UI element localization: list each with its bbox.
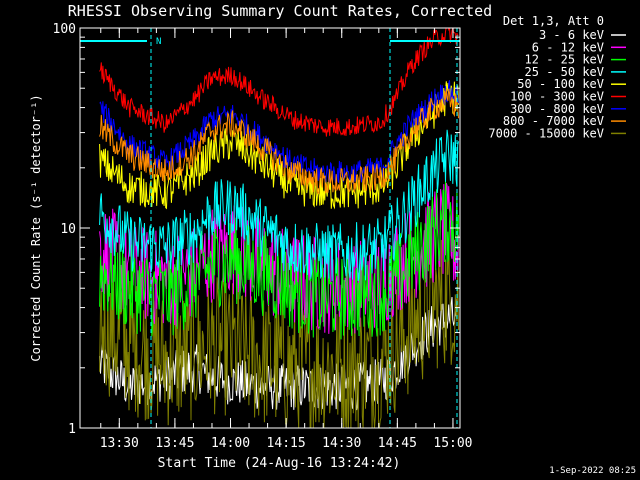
series-line-7000-15000-kev <box>99 238 459 428</box>
y-tick-label: 100 <box>53 22 76 37</box>
axes: 1 10 100 13:30 13:45 14:00 14:15 14:30 14:45 15:0… <box>53 22 473 451</box>
series-line-12-25-kev <box>99 178 459 340</box>
x-tick-label: 14:15 <box>267 436 306 451</box>
attenuator-label: N <box>156 37 161 47</box>
x-tick-label: 13:30 <box>100 436 139 451</box>
legend-label: 3 - 6 keV <box>539 28 604 42</box>
legend-label: 6 - 12 keV <box>532 40 604 54</box>
series-line-100-300-kev <box>99 28 459 137</box>
legend-label: 7000 - 15000 keV <box>488 126 604 140</box>
legend-label: 50 - 100 keV <box>517 77 604 91</box>
series-line-800-7000-kev <box>99 88 459 195</box>
x-tick-label: 14:00 <box>211 436 250 451</box>
y-tick-label: 1 <box>68 422 76 437</box>
x-tick-label: 14:45 <box>378 436 417 451</box>
legend-label: 25 - 50 keV <box>525 65 604 79</box>
x-tick-label: 14:30 <box>322 436 361 451</box>
legend-label: 800 - 7000 keV <box>503 114 604 128</box>
y-axis-label: Corrected Count Rate (s⁻¹ detector⁻¹) <box>29 94 43 361</box>
y-tick-label: 10 <box>60 222 76 237</box>
chart-title: RHESSI Observing Summary Count Rates, Co… <box>68 2 492 20</box>
x-tick-label: 13:45 <box>155 436 194 451</box>
legend-label: 100 - 300 keV <box>510 90 604 104</box>
legend-title: Det 1,3, Att 0 <box>503 14 604 28</box>
plot-area: N <box>80 28 460 428</box>
x-axis-label: Start Time (24-Aug-16 13:24:42) <box>158 456 401 471</box>
x-tick-label: 15:00 <box>433 436 472 451</box>
footer-timestamp: 1-Sep-2022 08:25 <box>549 466 636 476</box>
series-line-25-50-kev <box>99 129 459 282</box>
series-line-50-100-kev <box>99 81 459 210</box>
legend-label: 12 - 25 keV <box>525 53 604 67</box>
legend-label: 300 - 800 keV <box>510 102 604 116</box>
